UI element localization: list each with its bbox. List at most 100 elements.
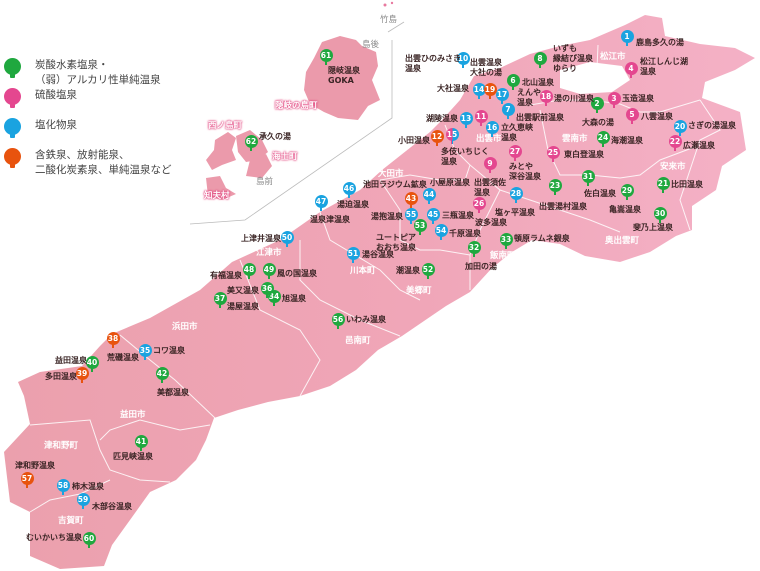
hot-spring-marker-53[interactable]: 53 xyxy=(413,218,427,235)
hot-spring-name-33[interactable]: 頓原ラムネ銀泉 xyxy=(514,234,570,243)
hot-spring-name-30[interactable]: 斐乃上温泉 xyxy=(633,223,673,232)
hot-spring-marker-47[interactable]: 47 xyxy=(314,194,328,211)
hot-spring-name-60[interactable]: むいかいち温泉 xyxy=(26,533,82,542)
hot-spring-name-57[interactable]: 津和野温泉 xyxy=(15,461,55,470)
hot-spring-name-13[interactable]: 湖陵温泉 xyxy=(426,114,458,123)
hot-spring-name-39[interactable]: 多田温泉 xyxy=(45,372,77,381)
hot-spring-marker-18[interactable]: 18 xyxy=(539,89,553,106)
hot-spring-marker-52[interactable]: 52 xyxy=(421,262,435,279)
hot-spring-marker-7[interactable]: 7 xyxy=(501,102,515,119)
hot-spring-marker-36[interactable]: 36 xyxy=(260,281,274,298)
hot-spring-name-59[interactable]: 木部谷温泉 xyxy=(92,502,132,511)
hot-spring-name-32[interactable]: 加田の湯 xyxy=(465,262,497,271)
hot-spring-name-17[interactable]: えんや 温泉 xyxy=(517,88,541,107)
hot-spring-marker-5[interactable]: 5 xyxy=(625,107,639,124)
hot-spring-marker-57[interactable]: 57 xyxy=(20,471,34,488)
hot-spring-name-55[interactable]: 湯抱温泉 xyxy=(371,212,403,221)
hot-spring-marker-20[interactable]: 20 xyxy=(673,119,687,136)
hot-spring-name-5[interactable]: 八雲温泉 xyxy=(641,112,673,121)
hot-spring-marker-43[interactable]: 43 xyxy=(404,191,418,208)
hot-spring-marker-11[interactable]: 11 xyxy=(474,109,488,126)
hot-spring-name-7[interactable]: 出雲駅前温泉 xyxy=(516,113,564,122)
hot-spring-marker-23[interactable]: 23 xyxy=(548,178,562,195)
hot-spring-name-10[interactable]: 出雲ひのみさき 温泉 xyxy=(405,54,461,73)
hot-spring-name-1[interactable]: 鹿島多久の湯 xyxy=(636,38,684,47)
hot-spring-name-41[interactable]: 匹見峡温泉 xyxy=(113,452,153,461)
hot-spring-name-yusako[interactable]: 湯迫温泉 xyxy=(337,200,369,209)
hot-spring-marker-31[interactable]: 31 xyxy=(581,169,595,186)
hot-spring-marker-21[interactable]: 21 xyxy=(656,176,670,193)
hot-spring-name-37[interactable]: 湯屋温泉 xyxy=(227,302,259,311)
hot-spring-marker-22[interactable]: 22 xyxy=(668,134,682,151)
hot-spring-name-47[interactable]: 温泉津温泉 xyxy=(310,215,350,224)
hot-spring-marker-41[interactable]: 41 xyxy=(134,434,148,451)
hot-spring-name-23[interactable]: 出雲湯村温泉 xyxy=(539,202,587,211)
hot-spring-marker-6[interactable]: 6 xyxy=(506,73,520,90)
hot-spring-name-21[interactable]: 比田温泉 xyxy=(671,180,703,189)
hot-spring-name-48[interactable]: 有福温泉 xyxy=(210,271,242,280)
hot-spring-marker-1[interactable]: 1 xyxy=(620,29,634,46)
hot-spring-name-40[interactable]: 益田温泉 xyxy=(55,356,87,365)
hot-spring-name-45[interactable]: 三瓶温泉 xyxy=(442,211,474,220)
hot-spring-name-31[interactable]: 佐白温泉 xyxy=(584,189,616,198)
hot-spring-name-12[interactable]: 小田温泉 xyxy=(398,136,430,145)
hot-spring-name-29[interactable]: 亀嵩温泉 xyxy=(609,205,641,214)
hot-spring-name-52[interactable]: 潮温泉 xyxy=(396,266,420,275)
hot-spring-marker-59[interactable]: 59 xyxy=(76,492,90,509)
hot-spring-marker-61[interactable]: 61 xyxy=(319,48,333,65)
hot-spring-name-51[interactable]: 湯谷温泉 xyxy=(362,250,394,259)
hot-spring-name-50[interactable]: 上津井温泉 xyxy=(241,234,281,243)
hot-spring-name-26[interactable]: 波多温泉 xyxy=(475,218,507,227)
hot-spring-name-14[interactable]: 大社温泉 xyxy=(437,84,469,93)
hot-spring-name-61[interactable]: 隠岐温泉 GOKA xyxy=(328,66,360,85)
hot-spring-marker-3[interactable]: 3 xyxy=(607,91,621,108)
hot-spring-marker-45[interactable]: 45 xyxy=(426,207,440,224)
hot-spring-name-19[interactable]: 出雲温泉 大社の湯 xyxy=(470,58,502,77)
hot-spring-marker-44[interactable]: 44 xyxy=(422,187,436,204)
hot-spring-marker-48[interactable]: 48 xyxy=(242,262,256,279)
hot-spring-name-3[interactable]: 玉造温泉 xyxy=(622,94,654,103)
hot-spring-name-58[interactable]: 柿木温泉 xyxy=(72,482,104,491)
hot-spring-marker-2[interactable]: 2 xyxy=(590,96,604,113)
hot-spring-name-18[interactable]: 湯の川温泉 xyxy=(554,94,594,103)
hot-spring-name-24[interactable]: 海潮温泉 xyxy=(611,136,643,145)
hot-spring-name-49[interactable]: 風の国温泉 xyxy=(277,269,317,278)
hot-spring-marker-35[interactable]: 35 xyxy=(138,343,152,360)
hot-spring-name-15[interactable]: 多伎いちじく 温泉 xyxy=(441,147,489,166)
hot-spring-marker-37[interactable]: 37 xyxy=(213,291,227,308)
hot-spring-marker-56[interactable]: 56 xyxy=(331,312,345,329)
hot-spring-name-28[interactable]: 塩ヶ平温泉 xyxy=(495,208,535,217)
hot-spring-marker-17[interactable]: 17 xyxy=(495,87,509,104)
hot-spring-name-53[interactable]: ユートピア おおち温泉 xyxy=(376,233,416,252)
hot-spring-marker-24[interactable]: 24 xyxy=(596,130,610,147)
hot-spring-marker-40[interactable]: 40 xyxy=(85,355,99,372)
hot-spring-name-22[interactable]: 広瀬温泉 xyxy=(683,141,715,150)
hot-spring-marker-50[interactable]: 50 xyxy=(280,230,294,247)
hot-spring-marker-12[interactable]: 12 xyxy=(430,129,444,146)
hot-spring-marker-49[interactable]: 49 xyxy=(262,262,276,279)
hot-spring-marker-13[interactable]: 13 xyxy=(459,111,473,128)
hot-spring-marker-4[interactable]: 4 xyxy=(624,61,638,78)
hot-spring-marker-42[interactable]: 42 xyxy=(155,366,169,383)
hot-spring-name-44[interactable]: 小屋原温泉 xyxy=(430,178,470,187)
hot-spring-name-2[interactable]: 大森の湯 xyxy=(582,118,614,127)
hot-spring-name-42[interactable]: 美都温泉 xyxy=(157,388,189,397)
hot-spring-marker-33[interactable]: 33 xyxy=(499,232,513,249)
hot-spring-name-34[interactable]: 旭温泉 xyxy=(282,294,306,303)
hot-spring-marker-60[interactable]: 60 xyxy=(82,531,96,548)
hot-spring-marker-55[interactable]: 55 xyxy=(404,207,418,224)
hot-spring-name-46[interactable]: 池田ラジウム鉱泉 xyxy=(363,180,427,189)
hot-spring-marker-15[interactable]: 15 xyxy=(445,127,459,144)
hot-spring-marker-9[interactable]: 9 xyxy=(483,156,497,173)
hot-spring-marker-16[interactable]: 16 xyxy=(485,120,499,137)
hot-spring-marker-19[interactable]: 19 xyxy=(483,82,497,99)
hot-spring-marker-25[interactable]: 25 xyxy=(546,145,560,162)
hot-spring-marker-8[interactable]: 8 xyxy=(533,51,547,68)
hot-spring-name-9[interactable]: 出雲須佐 温泉 xyxy=(474,178,506,197)
hot-spring-name-36[interactable]: 美又温泉 xyxy=(227,286,259,295)
hot-spring-name-54[interactable]: 千原温泉 xyxy=(449,229,481,238)
hot-spring-name-38[interactable]: 荒磯温泉 xyxy=(107,353,139,362)
hot-spring-name-62[interactable]: 承久の湯 xyxy=(259,132,291,141)
hot-spring-name-20[interactable]: さぎの湯温泉 xyxy=(688,121,736,130)
hot-spring-marker-14[interactable]: 14 xyxy=(472,82,486,99)
